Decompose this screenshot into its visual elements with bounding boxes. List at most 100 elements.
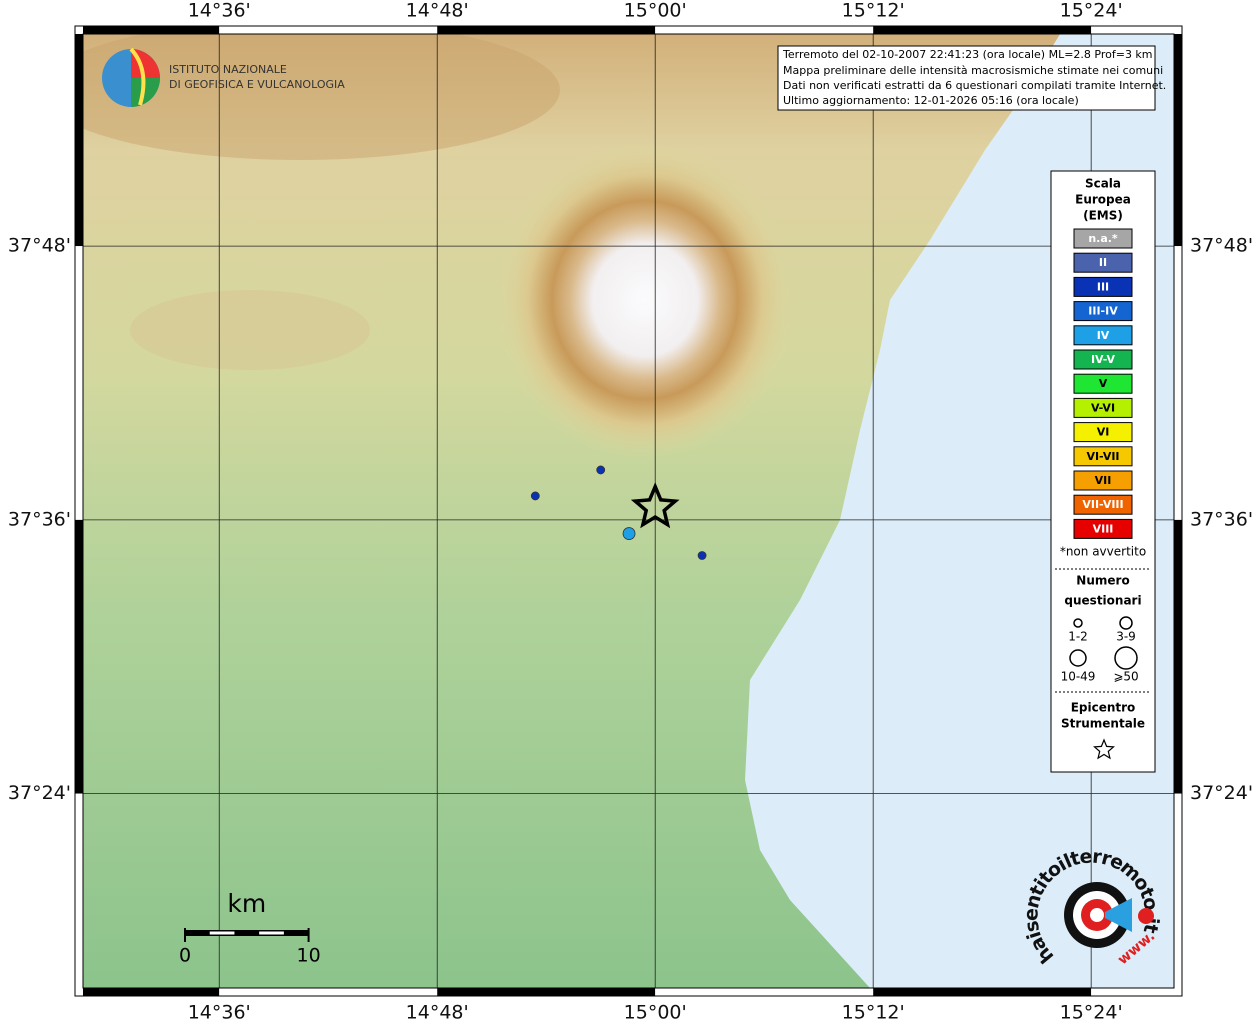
legend-label: VII-VIII: [1082, 498, 1123, 511]
legend-title: Epicentro: [1071, 701, 1136, 715]
frame-segment: [873, 26, 1092, 34]
info-box: Terremoto del 02-10-2007 22:41:23 (ora l…: [777, 45, 1166, 111]
legend-swatch: [1073, 470, 1133, 491]
frame-segment: [1091, 988, 1174, 996]
frame-segment: [1174, 246, 1182, 520]
y-tick-label: 37°48': [8, 235, 71, 257]
y-tick-label: 37°24': [1190, 782, 1253, 804]
legend-label: II: [1099, 256, 1107, 269]
legend-label: IV: [1097, 329, 1110, 342]
scale-bar-segment: [209, 931, 235, 935]
legend-note: *non avvertito: [1060, 545, 1146, 559]
legend-swatch: [1073, 325, 1133, 346]
intensity-point: [697, 551, 707, 560]
frame-segment: [219, 988, 438, 996]
y-tick-label: 37°48': [1190, 235, 1253, 257]
frame-segment: [655, 26, 874, 34]
logo-text: ISTITUTO NAZIONALE: [169, 63, 287, 76]
x-tick-label: 15°24': [1060, 1002, 1123, 1024]
legend-label: VI-VII: [1086, 450, 1119, 463]
legend-label: VII: [1095, 474, 1112, 487]
legend-swatch: [1073, 518, 1133, 539]
frame-segment: [75, 246, 83, 520]
y-tick-label: 37°24': [8, 782, 71, 804]
frame-segment: [655, 988, 874, 996]
info-line: Ultimo aggiornamento: 12-01-2026 05:16 (…: [783, 94, 1079, 107]
legend-size-symbol: [1114, 646, 1138, 670]
legend-swatch: [1073, 446, 1133, 467]
x-tick-label: 15°24': [1060, 0, 1123, 22]
frame-segment: [437, 26, 656, 34]
legend-label: III-IV: [1088, 305, 1118, 318]
frame-segment: [437, 988, 656, 996]
info-line: Mappa preliminare delle intensità macros…: [783, 64, 1163, 77]
x-tick-label: 15°00': [624, 1002, 687, 1024]
legend-label: VI: [1097, 426, 1110, 439]
legend-swatch: [1073, 228, 1133, 249]
terrain: [83, 34, 1174, 988]
y-tick-label: 37°36': [8, 508, 71, 530]
scale-bar-body: [185, 930, 309, 936]
x-tick-label: 14°48': [406, 1002, 469, 1024]
x-tick-label: 15°12': [842, 0, 905, 22]
legend-label: V: [1099, 377, 1108, 390]
intensity-point: [622, 527, 636, 540]
legend-swatch: [1073, 397, 1133, 418]
legend-size-label: 1-2: [1068, 630, 1088, 644]
legend-swatch: [1073, 252, 1133, 273]
legend: ScalaEuropea(EMS)n.a.*IIIIIIII-IVIVIV-VV…: [1050, 170, 1156, 773]
legend-swatch: [1073, 422, 1133, 443]
x-tick-label: 14°36': [188, 0, 251, 22]
scale-bar-label: 0: [179, 945, 191, 967]
frame-segment: [1174, 34, 1182, 247]
legend-swatch: [1073, 349, 1133, 370]
legend-label: n.a.*: [1088, 232, 1118, 245]
scale-bar-segment: [259, 931, 284, 935]
legend-title: Strumentale: [1061, 717, 1145, 731]
legend-star: [1093, 738, 1115, 760]
intensity-point: [596, 465, 606, 475]
ingv-logo: ISTITUTO NAZIONALE DI GEOFISICA E VULCAN…: [102, 47, 345, 107]
logo-text: DI GEOFISICA E VULCANOLOGIA: [169, 78, 345, 91]
legend-label: VIII: [1093, 522, 1114, 535]
legend-size-label: 10-49: [1061, 670, 1096, 684]
legend-swatch: [1073, 301, 1133, 322]
legend-title: Numero: [1076, 574, 1129, 588]
intensity-point: [530, 491, 540, 501]
scale-bar-label: 10: [296, 945, 320, 967]
x-tick-label: 14°36': [188, 1002, 251, 1024]
info-line: Terremoto del 02-10-2007 22:41:23 (ora l…: [782, 48, 1153, 61]
frame-segment: [75, 34, 83, 247]
legend-size-label: 3-9: [1116, 630, 1136, 644]
map-border: [74, 25, 1183, 997]
x-tick-label: 15°00': [624, 0, 687, 22]
legend-label: IV-V: [1091, 353, 1116, 366]
legend-size-symbol: [1119, 616, 1133, 630]
legend-title: Europea: [1075, 193, 1131, 207]
info-line: Dati non verificati estratti da 6 questi…: [783, 79, 1166, 92]
legend-size-label: ⩾50: [1113, 670, 1138, 684]
map-border: [82, 33, 1175, 989]
legend-label: III: [1097, 280, 1109, 293]
legend-title: (EMS): [1083, 209, 1123, 223]
legend-size-symbol: [1069, 649, 1087, 667]
frame-segment: [1091, 26, 1174, 34]
x-tick-label: 15°12': [842, 1002, 905, 1024]
frame-segment: [75, 793, 83, 988]
frame-segment: [1174, 793, 1182, 988]
legend-size-symbol: [1073, 618, 1083, 628]
legend-swatch: [1073, 276, 1133, 297]
legend-title: questionari: [1064, 594, 1141, 608]
legend-label: V-VI: [1091, 401, 1115, 414]
legend-swatch: [1073, 373, 1133, 394]
frame-segment: [83, 26, 220, 34]
x-tick-label: 14°48': [406, 0, 469, 22]
frame-segment: [83, 988, 220, 996]
legend-title: Scala: [1085, 177, 1121, 191]
epicenter: [630, 482, 680, 529]
y-tick-label: 37°36': [1190, 508, 1253, 530]
frame-segment: [873, 988, 1092, 996]
scale-bar: 0 10 km: [179, 889, 321, 967]
legend-swatch: [1073, 494, 1133, 515]
